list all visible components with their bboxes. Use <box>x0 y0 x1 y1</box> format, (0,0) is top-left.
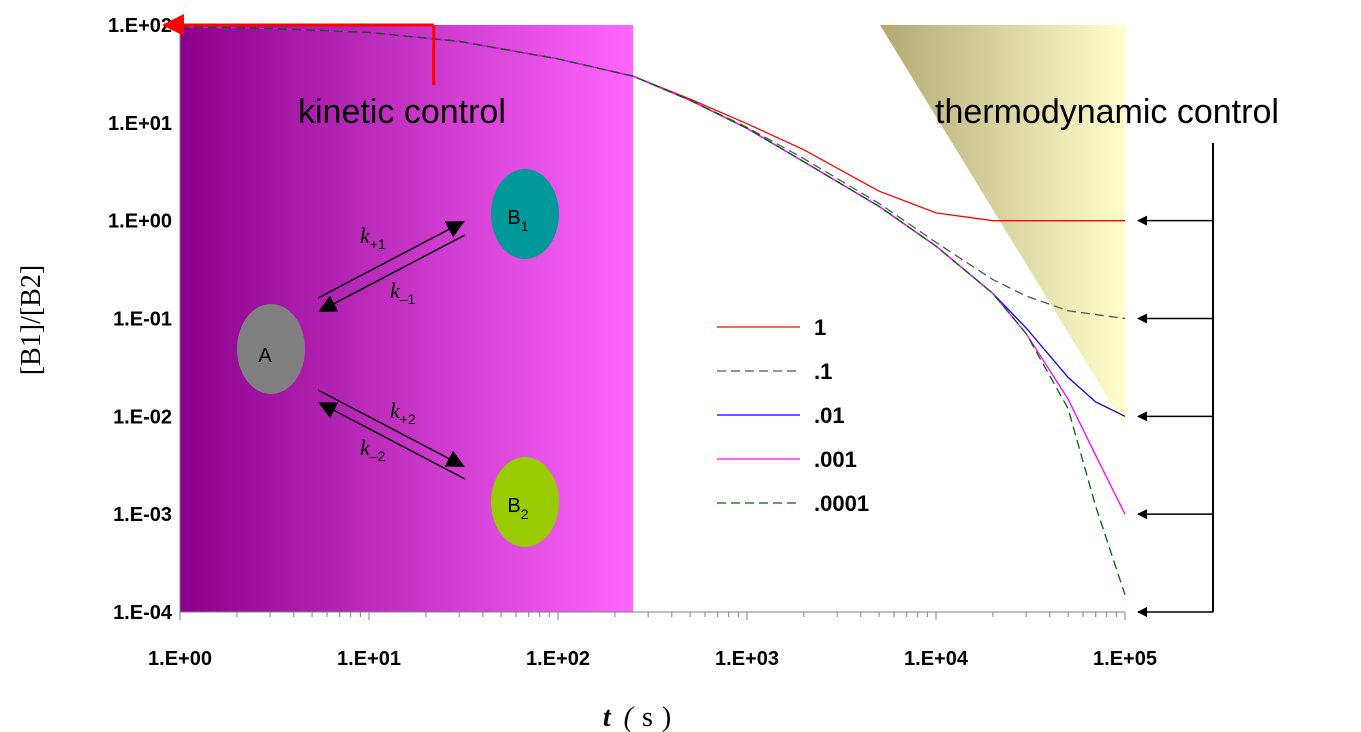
species-b2-sub: 2 <box>521 506 529 522</box>
y-tick-label: 1.E+00 <box>108 211 172 233</box>
legend-label: .1 <box>814 359 832 384</box>
y-tick-label: 1.E-01 <box>113 309 172 331</box>
x-axis-title-close: ) <box>662 702 671 732</box>
species-b2-letter: B <box>507 495 520 517</box>
thermodynamic-control-label: thermodynamic control <box>935 93 1279 131</box>
legend-label: .001 <box>814 447 857 472</box>
rate-k-plus2: k+2 <box>390 398 416 427</box>
species-a-label: A <box>258 345 272 367</box>
x-tick-label: 1.E+03 <box>715 648 779 670</box>
y-tick-label: 1.E+01 <box>108 113 172 135</box>
rate-k-minus2-sub: –2 <box>370 448 386 464</box>
series-line <box>179 26 1126 596</box>
x-tick-label: 1.E+05 <box>1093 648 1157 670</box>
y-tick-label: 1.E-04 <box>113 602 173 624</box>
x-tick-label: 1.E+04 <box>904 648 969 670</box>
rate-k-minus2-k: k <box>360 435 371 460</box>
rate-k-plus2-sub: +2 <box>400 411 416 427</box>
x-axis-title-unit: s <box>642 702 653 732</box>
y-axis-title: [B1]/[B2] <box>16 265 47 375</box>
rate-k-minus1-sub: –1 <box>400 291 416 307</box>
species-b2-ellipse <box>491 457 559 547</box>
rate-k-plus2-k: k <box>390 398 401 423</box>
kinetic-control-label: kinetic control <box>298 93 506 131</box>
x-tick-label: 1.E+00 <box>148 648 212 670</box>
arrow-a-to-b2 <box>317 389 465 467</box>
rate-k-plus1-sub: +1 <box>370 236 386 252</box>
arrow-b1-to-a <box>318 234 466 312</box>
legend-label: .01 <box>814 403 845 428</box>
species-b1-ellipse <box>491 169 559 259</box>
species-b1-sub: 1 <box>521 218 529 234</box>
arrow-a-to-b1 <box>317 221 465 299</box>
x-axis-title: t ( s ) <box>603 702 671 732</box>
x-axis-title-open: ( <box>624 702 635 732</box>
species-b1-label: B1 <box>507 207 528 234</box>
x-axis-title-t: t <box>603 702 612 732</box>
species-b2-label: B2 <box>507 495 528 522</box>
species-a-ellipse <box>237 304 305 394</box>
legend-label: 1 <box>814 315 826 340</box>
x-tick-label: 1.E+01 <box>337 648 401 670</box>
species-b1-letter: B <box>507 207 520 229</box>
rate-k-minus2: k–2 <box>360 435 386 464</box>
y-tick-label: 1.E-03 <box>113 504 172 526</box>
rate-k-plus1: k+1 <box>360 223 386 252</box>
y-tick-label: 1.E+02 <box>108 15 172 37</box>
y-tick-label: 1.E-02 <box>113 406 172 428</box>
rate-k-minus1: k–1 <box>390 278 416 307</box>
legend-label: .0001 <box>814 491 869 516</box>
rate-k-plus1-k: k <box>360 223 371 248</box>
rate-k-minus1-k: k <box>390 278 401 303</box>
thermodynamic-control-region <box>880 25 1125 426</box>
reaction-scheme: A B1 B2 k+1 k–1 k+2 k–2 <box>237 169 559 547</box>
series-line <box>179 26 1126 320</box>
arrow-b2-to-a <box>318 402 466 480</box>
x-tick-label: 1.E+02 <box>526 648 590 670</box>
series-line <box>179 26 1126 515</box>
